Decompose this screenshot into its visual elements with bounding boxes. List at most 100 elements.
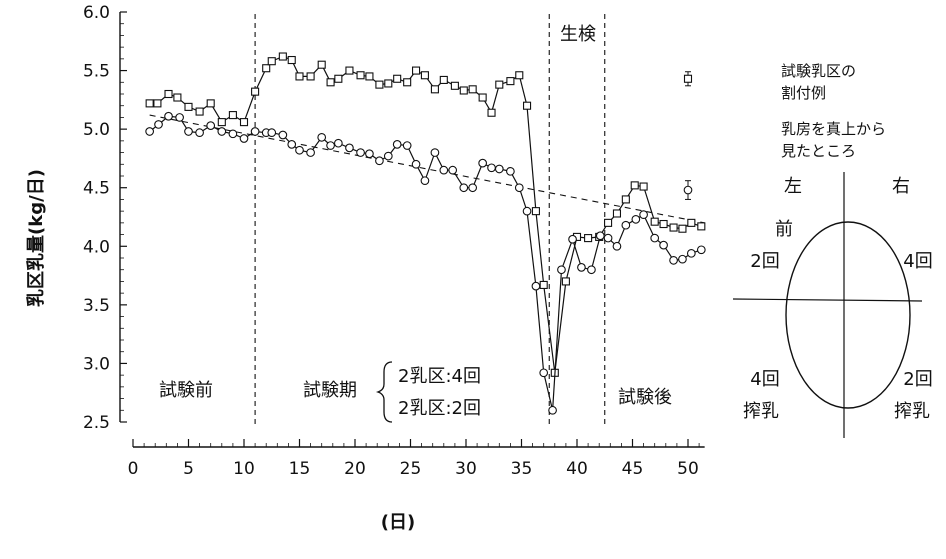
data-point-circle (356, 148, 365, 157)
diagram-left-label: 左 (784, 176, 802, 197)
data-point-square (450, 81, 459, 90)
error-point-circle (683, 185, 693, 195)
data-point-square (278, 52, 287, 61)
data-point-square (403, 78, 412, 87)
data-point-square (411, 66, 421, 75)
period-label-trial: 試験期 (303, 380, 357, 401)
trial-sub-4x: 2乳区:4回 (398, 366, 481, 387)
data-point-square (697, 222, 706, 231)
allocation-diagram: 試験乳区の 割付例 乳房を真上から 見たところ 左 右 前 2回 4回 4回 搾… (732, 62, 933, 438)
data-point-circle (621, 220, 631, 230)
data-point-square (478, 93, 487, 102)
y-tick-label: 2.5 (83, 413, 110, 433)
data-point-circle (531, 281, 541, 291)
data-point-square (365, 72, 374, 81)
diagram-title-line1: 試験乳区の (781, 62, 856, 80)
data-point-circle (334, 138, 343, 148)
series-line-square (149, 55, 702, 373)
data-point-square (317, 60, 326, 69)
data-point-square (295, 72, 304, 81)
data-point-square (239, 118, 249, 127)
x-tick-label: 30 (455, 459, 477, 479)
data-point-square (287, 55, 296, 65)
diagram-front-right-count: 4回 (903, 251, 932, 272)
period-dividers (254, 14, 606, 426)
data-point-square (184, 102, 193, 111)
x-tick-label: 10 (233, 459, 255, 479)
data-point-square (306, 72, 315, 81)
data-point-circle (228, 129, 238, 139)
data-point-square (439, 75, 448, 84)
diagram-rear-right-count: 2回 (903, 369, 932, 390)
x-tick-label: 5 (183, 459, 194, 479)
data-point-circle (639, 210, 648, 220)
data-point-square (262, 64, 271, 73)
data-point-circle (603, 233, 613, 243)
data-point-square (584, 234, 593, 243)
data-point-square (375, 80, 384, 89)
data-point-circle (548, 405, 557, 415)
data-point-circle (154, 120, 163, 129)
x-tick-label: 35 (511, 459, 533, 479)
data-point-square (345, 66, 354, 75)
data-point-circle (514, 183, 524, 193)
data-point-circle (468, 183, 478, 193)
data-point-circle (420, 176, 430, 186)
data-point-square (522, 101, 532, 110)
data-point-circle (587, 265, 596, 275)
data-point-square (459, 86, 468, 95)
data-point-circle (448, 165, 458, 175)
period-label-biopsy: 生検 (560, 24, 596, 45)
diagram-horizontal-axis (732, 298, 923, 302)
data-point-square (206, 99, 215, 108)
data-point-circle (317, 132, 327, 142)
data-point-circle (577, 263, 586, 272)
x-tick-label: 50 (677, 459, 699, 479)
data-point-circle (557, 265, 566, 275)
y-tick-label: 5.0 (83, 120, 110, 140)
data-point-square (539, 280, 548, 289)
series-group (145, 52, 706, 415)
data-point-square (506, 77, 515, 86)
data-point-square (267, 57, 276, 66)
data-point-circle (439, 165, 449, 175)
y-tick-label: 3.5 (83, 296, 110, 316)
data-point-circle (239, 134, 249, 143)
data-point-square (420, 71, 429, 80)
data-point-circle (295, 145, 304, 155)
data-point-square (495, 80, 504, 89)
diagram-front-left-count: 2回 (750, 251, 779, 272)
diagram-rear-left-milking: 搾乳 (743, 401, 779, 422)
data-point-square (561, 277, 570, 286)
data-point-square (430, 85, 439, 94)
data-point-square (228, 111, 237, 120)
data-point-circle (164, 111, 173, 121)
udder-ellipse (785, 221, 911, 409)
y-axis-label: 乳区乳量(kg/日) (25, 169, 47, 307)
data-point-circle (686, 248, 696, 258)
data-point-circle (278, 130, 288, 140)
data-point-square (145, 99, 154, 108)
data-point-circle (696, 245, 706, 255)
data-point-square (687, 218, 696, 227)
data-point-square (531, 207, 540, 216)
data-point-square (334, 74, 343, 83)
data-point-circle (650, 233, 660, 243)
data-point-square (487, 108, 496, 117)
error-point-square (683, 74, 693, 83)
data-point-circle (494, 164, 504, 174)
data-point-circle (375, 156, 384, 166)
trial-brace (375, 361, 393, 423)
data-point-circle (669, 255, 678, 265)
x-tick-label: 40 (566, 459, 588, 479)
data-point-circle (250, 127, 260, 136)
data-point-square (384, 79, 393, 88)
data-point-circle (487, 163, 496, 173)
data-point-square (393, 74, 402, 83)
y-tick-label: 4.0 (83, 237, 110, 257)
data-point-circle (184, 127, 193, 136)
diagram-rear-left-count: 4回 (750, 369, 779, 390)
trial-sub-2x: 2乳区:2回 (398, 398, 481, 419)
